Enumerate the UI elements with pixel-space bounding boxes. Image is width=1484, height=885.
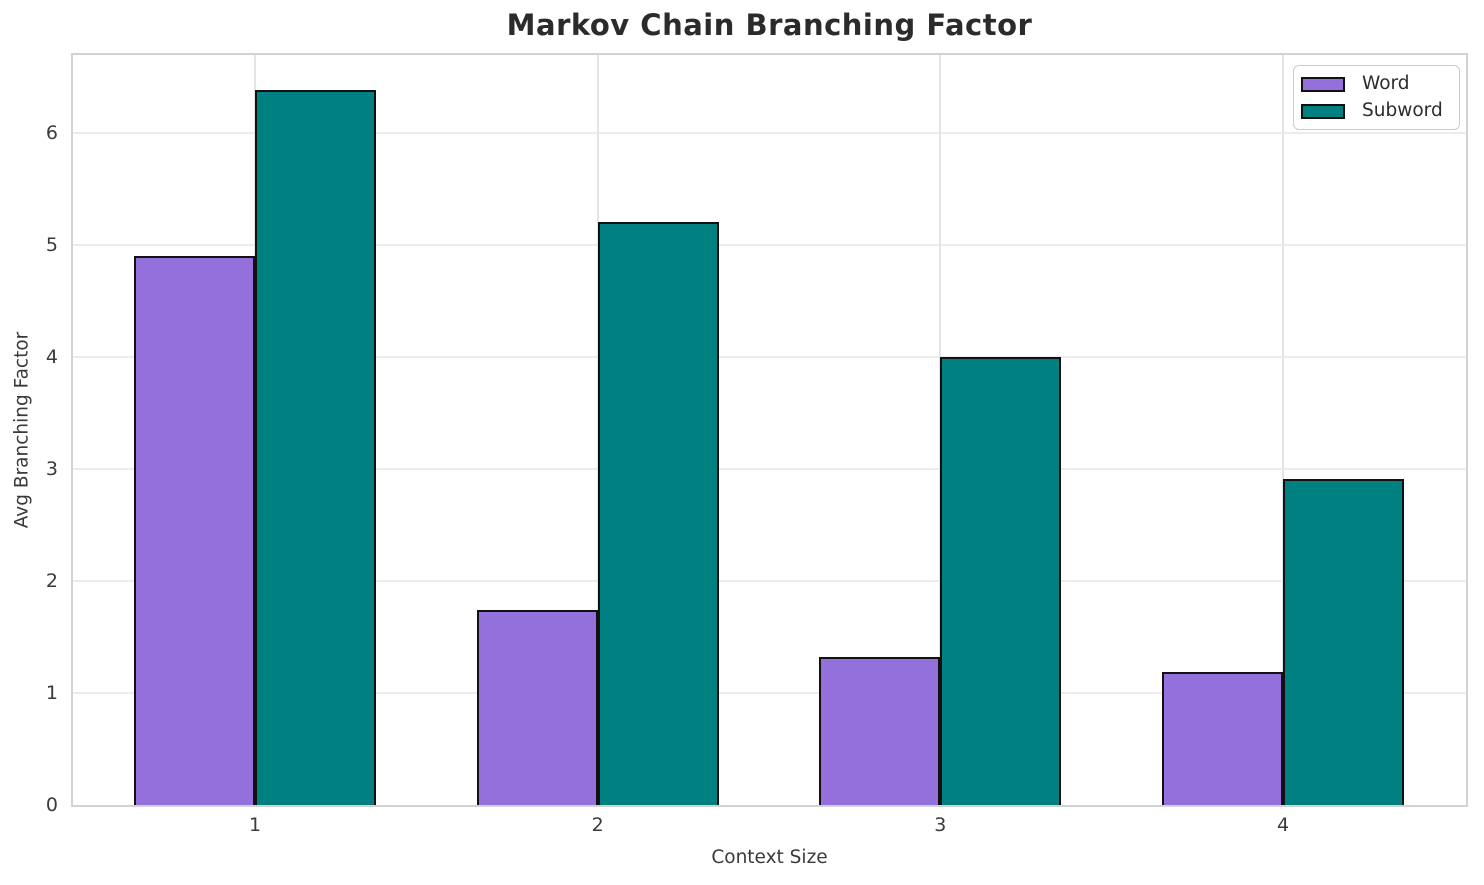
legend-label-word: Word — [1362, 73, 1410, 94]
bar-word-3 — [819, 657, 941, 805]
y-tick-label-2: 2 — [45, 570, 58, 593]
bar-word-1 — [134, 256, 255, 805]
gridline-y-2 — [73, 580, 1466, 583]
x-axis-label: Context Size — [711, 847, 828, 868]
legend-label-subword: Subword — [1362, 100, 1443, 121]
gridline-y-6 — [73, 132, 1466, 135]
y-tick-label-5: 5 — [45, 234, 58, 257]
gridline-y-1 — [73, 692, 1466, 695]
bar-subword-3 — [940, 357, 1062, 805]
gridline-y-5 — [73, 244, 1466, 247]
gridline-y-4 — [73, 356, 1466, 359]
x-tick-label-4: 4 — [1276, 814, 1290, 836]
bar-word-2 — [476, 610, 598, 805]
y-tick-label-1: 1 — [45, 682, 58, 705]
x-tick-label-3: 3 — [934, 814, 947, 836]
plot-area — [71, 53, 1468, 807]
bar-subword-2 — [597, 222, 719, 805]
legend-item-subword: Subword — [1301, 100, 1449, 122]
word-color-swatch — [1301, 76, 1345, 92]
legend-item-word: Word — [1301, 73, 1449, 95]
bar-subword-1 — [255, 90, 376, 805]
y-tick-label-6: 6 — [45, 122, 58, 145]
y-tick-label-4: 4 — [45, 346, 58, 369]
gridline-y-3 — [73, 468, 1466, 471]
bar-subword-4 — [1283, 479, 1404, 805]
x-tick-label-2: 2 — [591, 814, 604, 836]
gridline-x-4 — [1282, 55, 1284, 805]
subword-color-swatch — [1301, 103, 1345, 119]
y-tick-label-0: 0 — [45, 794, 58, 816]
chart-title: Markov Chain Branching Factor — [506, 8, 1033, 42]
legend: Word Subword — [1293, 65, 1460, 130]
x-tick-label-1: 1 — [248, 814, 262, 836]
bar-word-4 — [1162, 672, 1283, 805]
y-tick-label-3: 3 — [45, 458, 58, 481]
